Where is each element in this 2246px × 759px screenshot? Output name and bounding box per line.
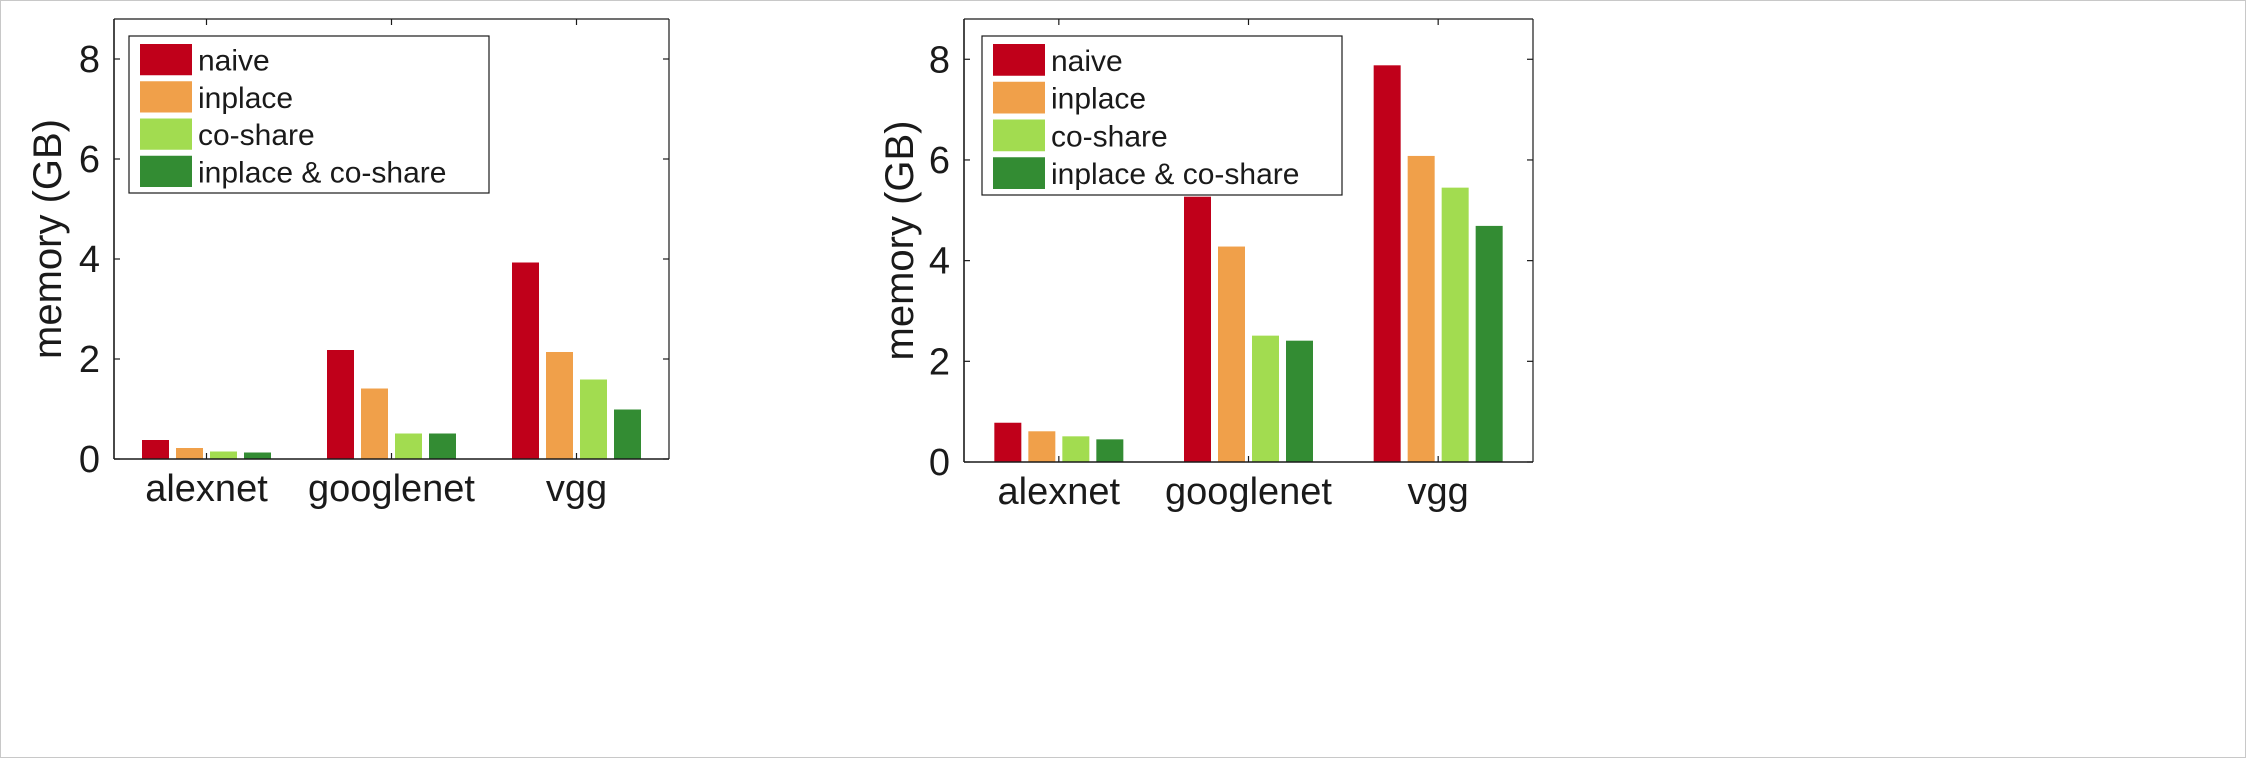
- legend-label: co-share: [1051, 120, 1168, 153]
- bar-alexnet-naive: [142, 440, 169, 459]
- legend-label: inplace: [198, 82, 293, 115]
- y-tick-label: 2: [79, 339, 100, 381]
- bar-alexnet-co-share: [210, 451, 237, 459]
- bar-alexnet-inplace-co-share: [244, 452, 271, 459]
- bar-alexnet-naive: [994, 422, 1022, 462]
- bar-vgg-inplace-co-share: [1475, 225, 1503, 462]
- bar-alexnet-inplace: [176, 448, 203, 459]
- bar-vgg-co-share: [580, 379, 607, 459]
- x-tick-label-alexnet: alexnet: [145, 468, 268, 510]
- bar-vgg-inplace: [1407, 155, 1435, 462]
- y-tick-label: 8: [79, 39, 100, 81]
- bar-googlenet-inplace: [1218, 246, 1245, 462]
- legend-swatch: [140, 155, 192, 187]
- legend-swatch: [993, 81, 1045, 114]
- bar-alexnet-inplace-co-share: [1096, 439, 1124, 462]
- bar-vgg-inplace: [546, 352, 573, 459]
- bar-googlenet-co-share: [395, 433, 422, 459]
- legend-label: inplace & co-share: [198, 156, 446, 189]
- y-axis-label: memory (GB): [26, 119, 70, 359]
- bar-vgg-naive: [1373, 65, 1401, 463]
- legend-label: inplace & co-share: [1051, 158, 1299, 191]
- y-tick-label: 4: [929, 241, 950, 283]
- y-tick-label: 6: [79, 139, 100, 181]
- x-tick-label-vgg: vgg: [546, 468, 607, 510]
- legend-label: naive: [198, 45, 270, 78]
- y-tick-label: 8: [929, 39, 950, 81]
- bar-googlenet-inplace-co-share: [429, 433, 456, 459]
- legend-swatch: [140, 81, 192, 113]
- legend-swatch: [993, 119, 1045, 152]
- legend-swatch: [140, 44, 192, 76]
- bar-vgg-co-share: [1441, 187, 1469, 463]
- y-tick-label: 6: [929, 140, 950, 182]
- x-tick-label-googlenet: googlenet: [308, 468, 475, 510]
- legend-label: co-share: [198, 119, 315, 152]
- legend-swatch: [993, 44, 1045, 76]
- legend: naive inplace co-share inplace & co-share: [128, 35, 490, 194]
- bar-googlenet-inplace-co-share: [1286, 340, 1313, 462]
- x-tick-label-vgg: vgg: [1408, 471, 1469, 513]
- y-axis-label: memory (GB): [878, 121, 922, 361]
- y-tick-label: 2: [929, 341, 950, 383]
- bar-googlenet-naive: [327, 350, 354, 459]
- x-tick-label-googlenet: googlenet: [1165, 471, 1332, 513]
- y-tick-label: 0: [929, 442, 950, 484]
- bar-googlenet-naive: [1184, 196, 1211, 462]
- bar-alexnet-inplace: [1028, 431, 1056, 462]
- legend-label: inplace: [1051, 83, 1146, 116]
- chart-panel-1: 0 2 4 6 8 alexnet googlenet vgg memory (GB) naive…: [26, 18, 670, 510]
- bar-googlenet-inplace: [361, 388, 388, 459]
- bar-alexnet-co-share: [1062, 436, 1090, 462]
- x-tick-label-alexnet: alexnet: [998, 471, 1121, 513]
- y-tick-label: 4: [79, 239, 100, 281]
- chart-panel-2: 0 2 4 6 8 alexnet googlenet vgg memory (GB) naive…: [878, 18, 1534, 513]
- legend-swatch: [140, 118, 192, 150]
- y-tick-label: 0: [79, 439, 100, 481]
- bar-vgg-inplace-co-share: [614, 409, 641, 459]
- bar-vgg-naive: [512, 262, 539, 459]
- legend-label: naive: [1051, 45, 1123, 78]
- legend-swatch: [993, 157, 1045, 189]
- bar-googlenet-co-share: [1252, 335, 1279, 462]
- legend: naive inplace co-share inplace & co-share: [981, 35, 1343, 196]
